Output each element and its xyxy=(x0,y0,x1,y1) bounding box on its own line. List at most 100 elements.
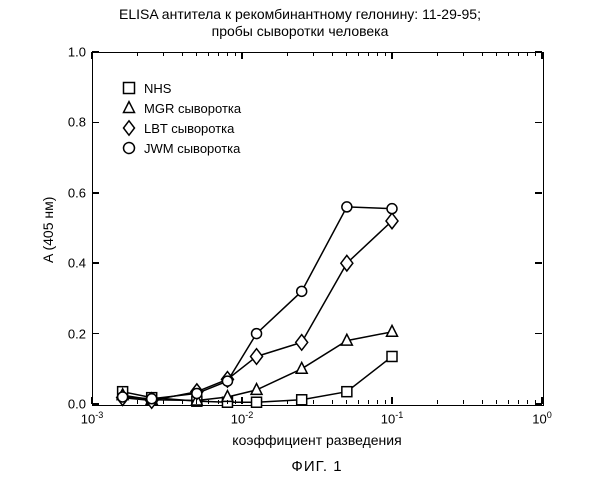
x-minor-tick xyxy=(182,400,183,404)
x-tick xyxy=(91,397,93,404)
x-minor-tick xyxy=(508,52,509,56)
x-tick xyxy=(91,52,93,59)
diamond-marker xyxy=(296,335,308,351)
x-minor-tick xyxy=(377,52,378,56)
series-line xyxy=(123,207,392,399)
square-marker xyxy=(124,83,135,94)
x-minor-tick xyxy=(137,52,138,56)
legend-label: NHS xyxy=(144,81,171,96)
square-marker xyxy=(387,351,397,361)
x-tick xyxy=(241,52,243,59)
x-minor-tick xyxy=(518,52,519,56)
y-tick xyxy=(92,262,99,264)
y-tick xyxy=(535,333,542,335)
x-minor-tick xyxy=(182,52,183,56)
legend-item: MGR сыворотка xyxy=(120,98,241,118)
x-minor-tick xyxy=(313,400,314,404)
legend-item: NHS xyxy=(120,78,241,98)
y-tick xyxy=(535,122,542,124)
triangle-marker xyxy=(387,325,398,336)
x-minor-tick xyxy=(385,400,386,404)
square-marker xyxy=(297,395,307,405)
x-minor-tick xyxy=(313,52,314,56)
x-minor-tick xyxy=(368,52,369,56)
x-minor-tick xyxy=(496,400,497,404)
x-minor-tick xyxy=(527,52,528,56)
circle-marker xyxy=(387,204,397,214)
x-minor-tick xyxy=(346,52,347,56)
x-minor-tick xyxy=(163,400,164,404)
x-minor-tick xyxy=(227,52,228,56)
diamond-marker xyxy=(251,349,263,365)
circle-marker xyxy=(252,329,262,339)
x-tick-label: 10-1 xyxy=(381,410,404,426)
y-tick xyxy=(92,122,99,124)
x-minor-tick xyxy=(368,400,369,404)
diamond-marker xyxy=(124,121,135,135)
x-minor-tick xyxy=(463,400,464,404)
square-marker xyxy=(252,397,262,407)
legend-item: JWM сыворотка xyxy=(120,138,241,158)
triangle-marker xyxy=(296,362,307,373)
y-tick-label: 0.2 xyxy=(54,326,86,341)
x-minor-tick xyxy=(208,400,209,404)
x-minor-tick xyxy=(518,400,519,404)
x-minor-tick xyxy=(218,52,219,56)
x-minor-tick xyxy=(332,400,333,404)
x-minor-tick xyxy=(358,52,359,56)
triangle-icon xyxy=(120,99,138,117)
circle-marker xyxy=(192,388,202,398)
x-tick-label: 100 xyxy=(532,410,552,426)
x-minor-tick xyxy=(527,400,528,404)
x-minor-tick xyxy=(535,52,536,56)
x-tick-label: 10-2 xyxy=(231,410,254,426)
x-minor-tick xyxy=(287,400,288,404)
legend-label: MGR сыворотка xyxy=(144,101,241,116)
square-marker xyxy=(342,387,352,397)
x-tick xyxy=(541,397,543,404)
legend-label: LBT сыворотка xyxy=(144,121,234,136)
x-minor-tick xyxy=(437,400,438,404)
x-minor-tick xyxy=(535,400,536,404)
x-minor-tick xyxy=(482,52,483,56)
x-minor-tick xyxy=(358,400,359,404)
y-tick-label: 0.8 xyxy=(54,115,86,130)
y-tick xyxy=(92,403,99,405)
x-minor-tick xyxy=(463,52,464,56)
y-tick xyxy=(535,192,542,194)
x-minor-tick xyxy=(508,400,509,404)
square-icon xyxy=(120,79,138,97)
triangle-marker xyxy=(251,384,262,395)
x-tick xyxy=(391,52,393,59)
x-minor-tick xyxy=(196,400,197,404)
x-minor-tick xyxy=(163,52,164,56)
y-tick-label: 0.6 xyxy=(54,185,86,200)
x-minor-tick xyxy=(208,52,209,56)
diamond-marker xyxy=(341,255,353,271)
circle-marker xyxy=(118,392,128,402)
legend-label: JWM сыворотка xyxy=(144,141,240,156)
figure: ELISA антитела к рекомбинантному гелонин… xyxy=(0,0,600,500)
x-minor-tick xyxy=(196,52,197,56)
x-minor-tick xyxy=(137,400,138,404)
circle-marker xyxy=(124,143,135,154)
x-minor-tick xyxy=(385,52,386,56)
legend: NHS MGR сыворотка LBT сыворотка JWM сыворот… xyxy=(120,78,241,158)
circle-marker xyxy=(342,202,352,212)
legend-item: LBT сыворотка xyxy=(120,118,241,138)
y-tick xyxy=(92,192,99,194)
circle-marker xyxy=(147,394,157,404)
circle-marker xyxy=(297,286,307,296)
x-minor-tick xyxy=(496,52,497,56)
x-minor-tick xyxy=(346,400,347,404)
x-minor-tick xyxy=(437,52,438,56)
y-tick xyxy=(535,262,542,264)
x-minor-tick xyxy=(482,400,483,404)
x-minor-tick xyxy=(332,52,333,56)
x-minor-tick xyxy=(218,400,219,404)
y-tick-label: 1.0 xyxy=(54,45,86,60)
y-tick xyxy=(92,333,99,335)
circle-marker xyxy=(222,376,232,386)
x-tick xyxy=(391,397,393,404)
diamond-icon xyxy=(120,119,138,137)
